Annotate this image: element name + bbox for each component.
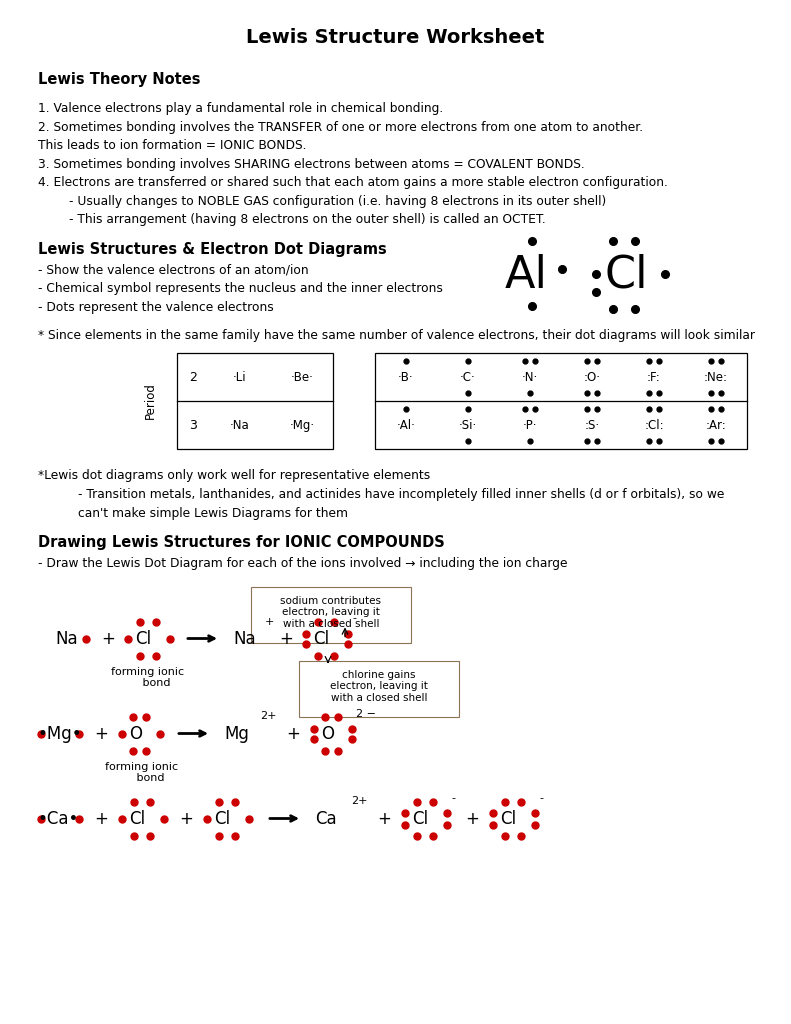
Text: -: -: [539, 794, 543, 804]
Text: - Chemical symbol represents the nucleus and the inner electrons: - Chemical symbol represents the nucleus…: [38, 282, 443, 295]
Text: 3: 3: [189, 419, 197, 431]
Text: 2: 2: [189, 371, 197, 384]
Text: Cl: Cl: [313, 630, 329, 647]
Text: forming ionic
     bond: forming ionic bond: [105, 762, 179, 783]
Text: +: +: [465, 810, 479, 827]
Text: - Usually changes to NOBLE GAS configuration (i.e. having 8 electrons in its out: - Usually changes to NOBLE GAS configura…: [38, 195, 606, 208]
Text: *Lewis dot diagrams only work well for representative elements: *Lewis dot diagrams only work well for r…: [38, 469, 430, 482]
Text: O: O: [129, 725, 142, 742]
Text: +: +: [279, 630, 293, 647]
Text: 4. Electrons are transferred or shared such that each atom gains a more stable e: 4. Electrons are transferred or shared s…: [38, 176, 668, 189]
Text: ·P·: ·P·: [523, 419, 537, 431]
Text: O: O: [321, 725, 334, 742]
Text: Period: Period: [143, 383, 157, 420]
Text: +: +: [94, 810, 108, 827]
Text: - Show the valence electrons of an atom/ion: - Show the valence electrons of an atom/…: [38, 263, 308, 276]
Text: :F:: :F:: [647, 371, 660, 384]
Text: chlorine gains
electron, leaving it
with a closed shell: chlorine gains electron, leaving it with…: [330, 670, 428, 702]
Text: Cl: Cl: [500, 810, 516, 827]
Text: ·Si·: ·Si·: [459, 419, 477, 431]
Text: Lewis Structure Worksheet: Lewis Structure Worksheet: [246, 28, 545, 47]
Text: ·B·: ·B·: [398, 371, 414, 384]
Text: •Ca•: •Ca•: [38, 810, 79, 827]
Text: Cl: Cl: [135, 630, 151, 647]
Text: This leads to ion formation = IONIC BONDS.: This leads to ion formation = IONIC BOND…: [38, 139, 306, 152]
FancyBboxPatch shape: [251, 587, 411, 642]
Text: +: +: [101, 630, 115, 647]
Bar: [177, 353, 333, 449]
Text: 2+: 2+: [260, 711, 277, 721]
Text: Lewis Theory Notes: Lewis Theory Notes: [38, 72, 200, 87]
Text: Mg: Mg: [224, 725, 249, 742]
Text: Lewis Structures & Electron Dot Diagrams: Lewis Structures & Electron Dot Diagrams: [38, 242, 387, 256]
Text: +: +: [377, 810, 391, 827]
Bar: [375, 353, 747, 449]
Text: :O·: :O·: [584, 371, 600, 384]
Text: 1. Valence electrons play a fundamental role in chemical bonding.: 1. Valence electrons play a fundamental …: [38, 102, 443, 115]
Text: Cl: Cl: [412, 810, 428, 827]
Text: ·C·: ·C·: [460, 371, 476, 384]
Text: Na: Na: [55, 630, 78, 647]
Text: :Ar:: :Ar:: [706, 419, 726, 431]
Text: 2 −: 2 −: [356, 709, 376, 719]
Text: Al: Al: [505, 254, 548, 297]
Text: :Ne:: :Ne:: [704, 371, 728, 384]
Text: :Cl:: :Cl:: [644, 419, 664, 431]
Text: 2+: 2+: [351, 796, 368, 806]
Text: sodium contributes
electron, leaving it
with a closed shell: sodium contributes electron, leaving it …: [281, 596, 381, 629]
Text: +: +: [286, 725, 300, 742]
Text: ·Na: ·Na: [230, 419, 250, 431]
Text: can't make simple Lewis Diagrams for them: can't make simple Lewis Diagrams for the…: [78, 507, 348, 519]
Text: Ca: Ca: [315, 810, 337, 827]
Text: - Dots represent the valence electrons: - Dots represent the valence electrons: [38, 300, 274, 313]
Text: Cl: Cl: [129, 810, 145, 827]
Text: - This arrangement (having 8 electrons on the outer shell) is called an OCTET.: - This arrangement (having 8 electrons o…: [38, 213, 546, 226]
Text: -: -: [352, 613, 356, 624]
Text: * Since elements in the same family have the same number of valence electrons, t: * Since elements in the same family have…: [38, 329, 755, 342]
Text: - Transition metals, lanthanides, and actinides have incompletely filled inner s: - Transition metals, lanthanides, and ac…: [78, 488, 725, 501]
Text: :S·: :S·: [585, 419, 600, 431]
Text: Na: Na: [233, 630, 255, 647]
Text: +: +: [94, 725, 108, 742]
Text: Cl: Cl: [605, 254, 649, 297]
Text: ·Mg·: ·Mg·: [290, 419, 315, 431]
Text: ·Be·: ·Be·: [290, 371, 313, 384]
Text: Cl: Cl: [214, 810, 230, 827]
Text: - Draw the Lewis Dot Diagram for each of the ions involved → including the ion c: - Draw the Lewis Dot Diagram for each of…: [38, 556, 567, 569]
Text: ·Li: ·Li: [233, 371, 247, 384]
Text: 2. Sometimes bonding involves the TRANSFER of one or more electrons from one ato: 2. Sometimes bonding involves the TRANSF…: [38, 121, 643, 133]
Text: +: +: [179, 810, 193, 827]
Text: forming ionic
     bond: forming ionic bond: [112, 667, 184, 688]
Text: +: +: [264, 616, 274, 627]
Text: Drawing Lewis Structures for IONIC COMPOUNDS: Drawing Lewis Structures for IONIC COMPO…: [38, 535, 445, 550]
Text: •Mg•: •Mg•: [38, 725, 82, 742]
Text: 3. Sometimes bonding involves SHARING electrons between atoms = COVALENT BONDS.: 3. Sometimes bonding involves SHARING el…: [38, 158, 585, 171]
FancyBboxPatch shape: [299, 660, 459, 717]
Text: ·N·: ·N·: [522, 371, 538, 384]
Text: ·Al·: ·Al·: [396, 419, 415, 431]
Text: -: -: [451, 794, 455, 804]
